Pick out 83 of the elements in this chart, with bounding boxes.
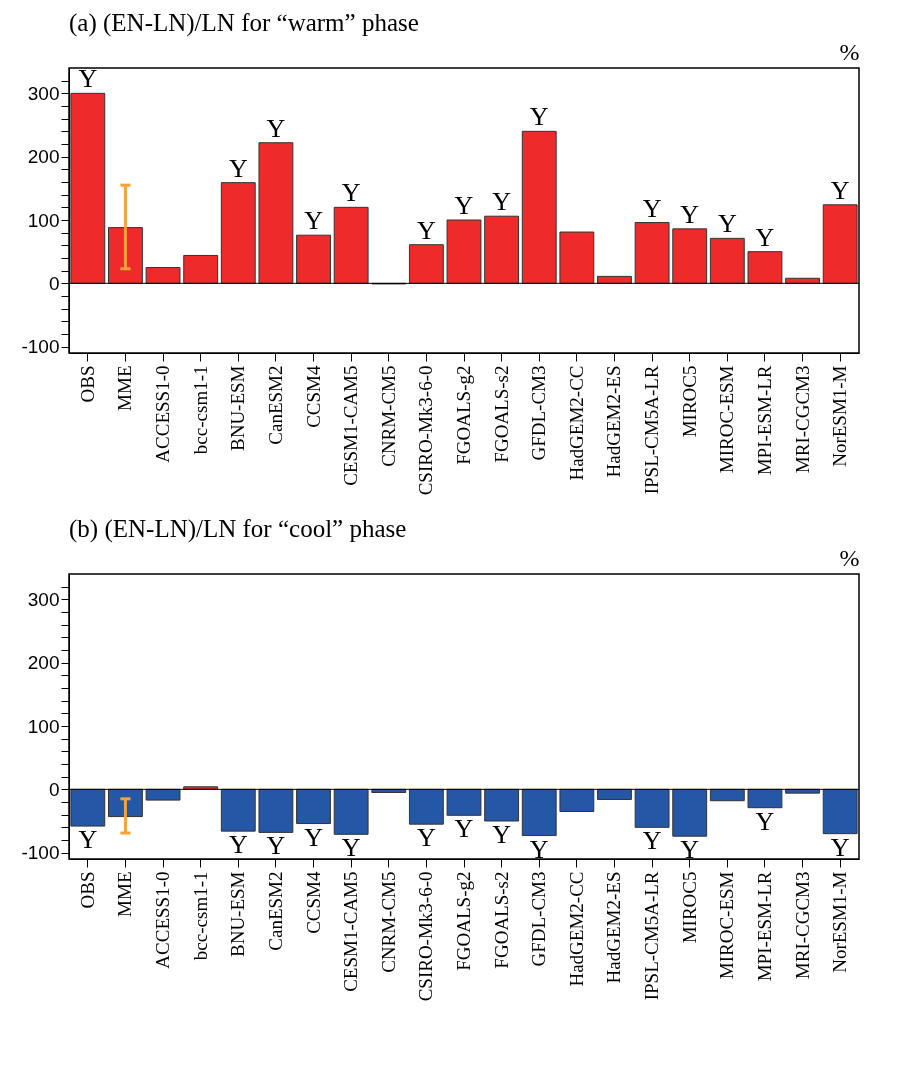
x-tick-label: FGOALS-g2: [453, 365, 474, 465]
annotation: Y: [341, 178, 361, 208]
x-tick-label: CESM1-CAM5: [340, 365, 362, 486]
x-tick-label: NorESM1-M: [829, 365, 851, 467]
x-tick-label: MIROC5: [678, 871, 700, 944]
x-tick-label: MRI-CGCM3: [791, 365, 813, 474]
x-tick-label: BNU-ESM: [227, 365, 249, 452]
x-tick-label: HadGEM2-ES: [603, 871, 625, 984]
chart-title: (b) (EN-LN)/LN for “cool” phase: [69, 515, 407, 543]
x-tick-label: MIROC-ESM: [716, 365, 738, 474]
annotation: Y: [717, 209, 737, 239]
x-tick-label: OBS: [76, 871, 98, 909]
x-tick-label: OBS: [76, 365, 98, 403]
annotation: Y: [78, 64, 98, 94]
x-tick-label: NorESM1-M: [829, 871, 851, 973]
annotation: Y: [304, 206, 324, 236]
x-tick-label: CESM1-CAM5: [340, 871, 362, 992]
x-tick-label: FGOALS-s2: [490, 365, 512, 463]
x-tick-label: CNRM-CM5: [377, 365, 399, 467]
y-tick-label: 200: [27, 652, 60, 674]
annotation: Y: [416, 215, 436, 245]
annotation: Y: [228, 830, 248, 860]
y-tick-label: 300: [27, 82, 60, 104]
x-tick-label: MIROC5: [678, 365, 700, 438]
annotation: Y: [266, 113, 286, 143]
annotation: Y: [78, 825, 98, 855]
y-axis-title: %: [839, 544, 860, 571]
x-tick-label: MRI-CGCM3: [791, 871, 813, 980]
annotation: Y: [228, 153, 248, 183]
y-tick-label: 0: [48, 778, 60, 800]
x-tick-label: MME: [114, 871, 136, 917]
x-tick-label: MPI-ESM-LR: [753, 365, 775, 476]
annotation: Y: [492, 187, 512, 217]
x-tick-label: ACCESS1-0: [152, 871, 174, 969]
x-tick-label: BNU-ESM: [227, 871, 249, 958]
annotation: Y: [755, 806, 775, 836]
x-tick-label: HadGEM2-CC: [565, 365, 587, 481]
annotation: Y: [529, 102, 549, 132]
x-tick-label: CanESM2: [264, 871, 286, 951]
x-tick-label: bcc-csm1-1: [189, 871, 211, 961]
x-tick-label: bcc-csm1-1: [189, 365, 211, 455]
y-axis-title: %: [839, 38, 860, 65]
annotation: Y: [341, 833, 361, 863]
x-tick-label: GFDL-CM3: [528, 871, 550, 967]
annotation: Y: [454, 191, 474, 220]
x-tick-label: MME: [114, 365, 136, 411]
x-tick-label: HadGEM2-ES: [603, 365, 625, 478]
y-tick-label: -100: [21, 842, 60, 864]
annotation: Y: [830, 175, 850, 205]
y-tick-label: 100: [27, 715, 60, 737]
annotation: Y: [492, 820, 512, 849]
x-tick-label: FGOALS-g2: [453, 871, 474, 971]
x-tick-label: CSIRO-Mk3-6-0: [415, 365, 437, 496]
annotation: Y: [680, 835, 700, 865]
annotation: Y: [642, 193, 662, 223]
x-tick-label: MPI-ESM-LR: [753, 871, 775, 982]
annotation: Y: [642, 826, 662, 856]
x-tick-label: IPSL-CM5A-LR: [641, 365, 663, 495]
y-tick-label: 200: [27, 146, 60, 168]
x-tick-label: CanESM2: [264, 365, 286, 445]
annotation: Y: [454, 814, 474, 844]
x-tick-label: GFDL-CM3: [528, 365, 550, 461]
x-tick-label: CCSM4: [302, 365, 324, 428]
annotation: Y: [529, 834, 549, 864]
annotation: Y: [830, 832, 850, 862]
annotation: Y: [416, 823, 436, 853]
annotation: Y: [266, 831, 286, 861]
x-tick-label: HadGEM2-CC: [565, 871, 587, 987]
x-tick-label: CNRM-CM5: [377, 871, 399, 973]
x-tick-label: FGOALS-s2: [490, 871, 512, 969]
y-tick-label: 0: [48, 272, 60, 294]
x-tick-label: MIROC-ESM: [716, 871, 738, 980]
annotation: Y: [755, 222, 775, 252]
y-tick-label: 300: [27, 588, 60, 610]
annotation: Y: [680, 199, 700, 229]
y-tick-label: -100: [21, 336, 60, 358]
x-tick-label: IPSL-CM5A-LR: [641, 871, 663, 1001]
chart-title: (a) (EN-LN)/LN for “warm” phase: [69, 9, 419, 37]
x-tick-label: CCSM4: [302, 871, 324, 934]
y-tick-label: 100: [27, 209, 60, 231]
x-tick-label: CSIRO-Mk3-6-0: [415, 871, 437, 1002]
x-tick-label: ACCESS1-0: [152, 365, 174, 463]
annotation: Y: [304, 822, 324, 852]
